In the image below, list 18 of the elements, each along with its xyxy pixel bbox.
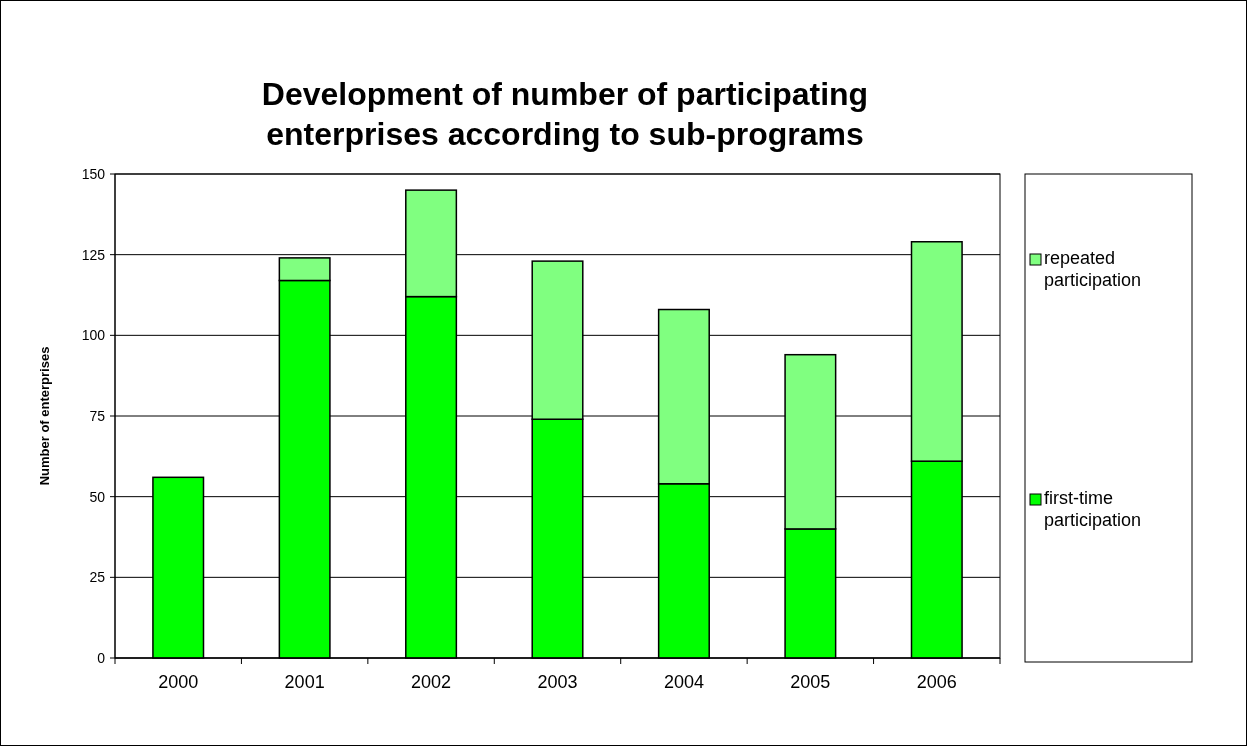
y-tick-label: 125 — [81, 246, 106, 263]
x-tick-label: 2003 — [537, 672, 578, 692]
legend-label: first-time participation — [1044, 488, 1142, 530]
y-tick-label: 50 — [89, 488, 106, 505]
y-tick-label: 100 — [81, 327, 106, 344]
x-tick-label: 2002 — [411, 672, 452, 692]
x-tick-label: 2006 — [916, 672, 957, 692]
y-tick-label: 75 — [89, 407, 106, 424]
chart-title: Development of number of participating enterprises according to sub-programs — [261, 76, 869, 152]
x-tick-label: 2000 — [158, 672, 199, 692]
x-tick-label: 2001 — [284, 672, 325, 692]
x-tick-label: 2005 — [790, 672, 831, 692]
y-tick-label: 150 — [81, 165, 106, 182]
y-tick-label: 0 — [97, 649, 106, 666]
x-tick-label: 2004 — [663, 672, 704, 692]
y-axis-title: Number of enterprises — [37, 346, 52, 486]
legend-label: repeated participation — [1044, 248, 1142, 290]
y-tick-label: 25 — [89, 569, 106, 586]
